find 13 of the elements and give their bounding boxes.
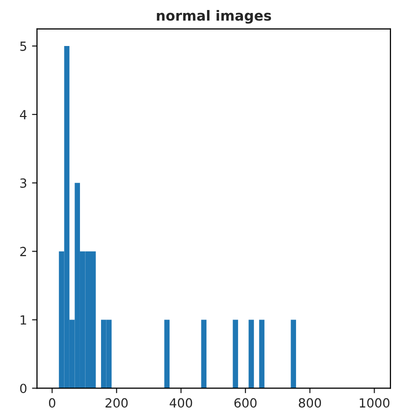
y-tick-label: 4 [20, 110, 27, 120]
x-tick-label: 200 [106, 398, 128, 408]
x-tick-label: 800 [298, 398, 321, 408]
x-tick-label: 0 [48, 398, 56, 408]
x-tick-label: 600 [234, 398, 257, 408]
chart-title: normal images [156, 10, 272, 24]
x-tick-label: 400 [170, 398, 192, 408]
y-tick-label: 3 [20, 178, 26, 188]
y-tick-label: 0 [20, 384, 26, 394]
y-tick-label: 1 [20, 315, 26, 325]
x-tick-label: 1000 [360, 398, 390, 408]
y-tick-label: 2 [20, 246, 26, 256]
y-tick-label: 5 [20, 42, 26, 51]
